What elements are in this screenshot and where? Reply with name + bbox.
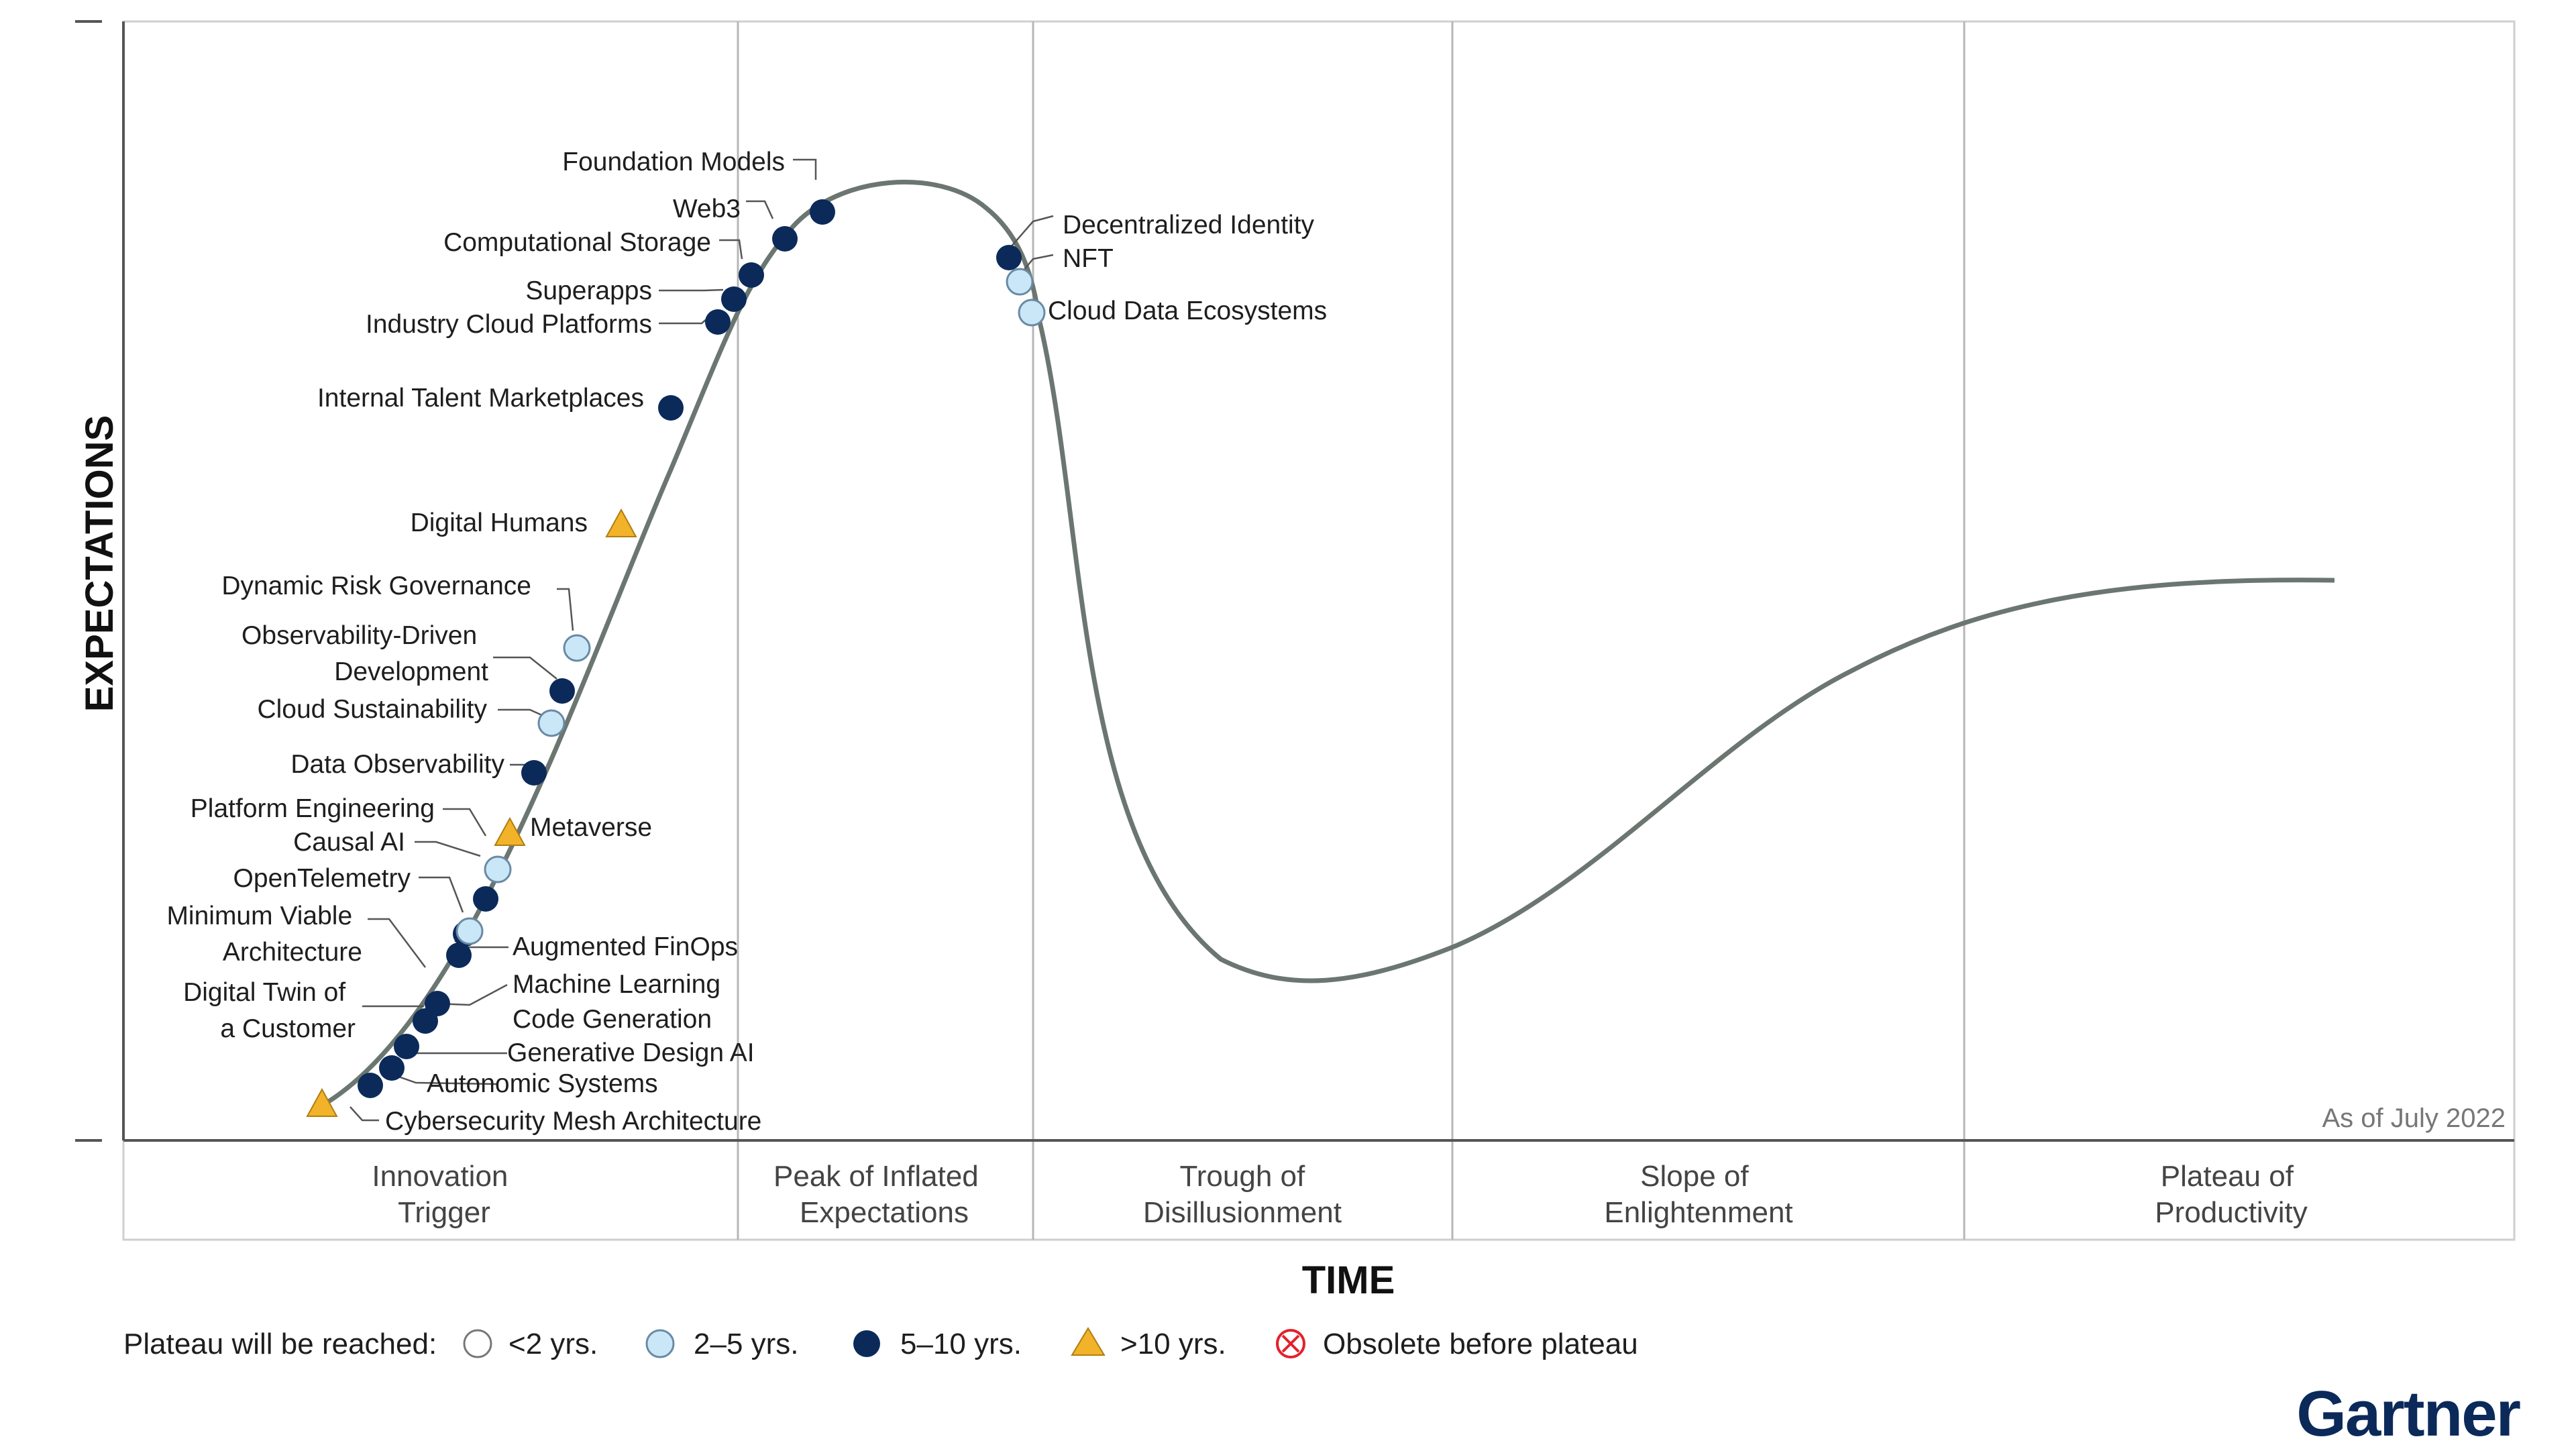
legend-label-5to10: 5–10 yrs. <box>900 1328 1022 1360</box>
label-web3: Web3 <box>673 195 741 223</box>
label-data-observability: Data Observability <box>290 750 504 779</box>
label-cloud-sustainability: Cloud Sustainability <box>257 695 487 724</box>
marker-web3 <box>772 226 798 252</box>
marker-internal-talent-marketplaces <box>658 395 684 421</box>
y-axis-title: EXPECTATIONS <box>78 415 121 712</box>
label-autonomic-systems: Autonomic Systems <box>427 1069 658 1098</box>
label-code-generation: Code Generation <box>513 1005 712 1034</box>
label-digital-twin-of-a-customer: Digital Twin of a Customer <box>183 978 356 1043</box>
as-of-date: As of July 2022 <box>2322 1104 2506 1133</box>
phase-label-trough: Trough of Disillusionment <box>1143 1160 1342 1229</box>
label-decentralized-identity: Decentralized Identity <box>1063 211 1315 239</box>
marker-causal-ai <box>473 886 498 912</box>
legend-marker-obsolete-icon <box>1276 1329 1305 1358</box>
phase-label-slope: Slope of Enlightenment <box>1604 1160 1792 1229</box>
label-nft: NFT <box>1063 244 1114 273</box>
label-digital-humans: Digital Humans <box>411 508 588 537</box>
label-observability-driven-development: Observability-Driven Development <box>241 621 488 686</box>
label-generative-design-ai: Generative Design AI <box>507 1038 755 1067</box>
marker-computational-storage <box>739 262 764 288</box>
marker-cloud-sustainability <box>537 709 566 737</box>
marker-observability-driven-development <box>549 678 575 704</box>
label-dynamic-risk-governance: Dynamic Risk Governance <box>221 572 531 600</box>
marker-dynamic-risk-governance <box>563 634 591 662</box>
legend-label-obsolete: Obsolete before plateau <box>1323 1328 1638 1360</box>
marker-industry-cloud-platforms <box>705 309 731 335</box>
label-causal-ai: Causal AI <box>293 828 405 857</box>
legend-marker-circle-light <box>645 1329 675 1358</box>
label-platform-engineering: Platform Engineering <box>191 794 435 823</box>
marker-generative-design-ai <box>379 1055 405 1081</box>
marker-cybersecurity-mesh-architecture <box>306 1087 338 1117</box>
label-cloud-data-ecosystems: Cloud Data Ecosystems <box>1048 297 1327 325</box>
marker-metaverse <box>494 816 526 846</box>
gartner-logo: Gartner <box>2296 1378 2520 1449</box>
label-superapps: Superapps <box>525 276 652 305</box>
marker-superapps <box>721 286 747 312</box>
label-computational-storage: Computational Storage <box>443 228 711 257</box>
legend-label-2to5: 2–5 yrs. <box>694 1328 799 1360</box>
marker-decentralized-identity <box>996 245 1022 270</box>
label-opentelemetry: OpenTelemetry <box>233 864 411 893</box>
phase-label-plateau: Plateau of Productivity <box>2155 1160 2307 1229</box>
label-internal-talent-marketplaces: Internal Talent Marketplaces <box>317 384 644 413</box>
label-industry-cloud-platforms: Industry Cloud Platforms <box>366 310 652 339</box>
marker-foundation-models <box>810 199 835 225</box>
label-machine-learning: Machine Learning <box>513 970 720 999</box>
label-metaverse: Metaverse <box>530 813 652 842</box>
technology-labels: Foundation Models Web3 Computational Sto… <box>166 148 1327 1136</box>
marker-autonomic-systems <box>358 1073 383 1098</box>
legend-title: Plateau will be reached: <box>123 1328 437 1360</box>
label-cybersecurity-mesh-architecture: Cybersecurity Mesh Architecture <box>385 1107 761 1136</box>
phase-labels: Innovation Trigger Peak of Inflated Expe… <box>372 1160 2307 1229</box>
x-axis-title: TIME <box>1302 1258 1395 1302</box>
marker-cloud-data-ecosystems <box>1018 299 1046 327</box>
legend-label-lt2: <2 yrs. <box>508 1328 598 1360</box>
phase-label-innovation-trigger: Innovation Trigger <box>372 1160 516 1229</box>
marker-nft <box>1006 268 1034 296</box>
hype-curve <box>321 179 2335 1108</box>
marker-code-generation <box>394 1034 419 1059</box>
plot-frame <box>122 20 2516 1241</box>
legend-marker-circle-dark <box>853 1330 880 1357</box>
marker-data-observability <box>521 760 547 786</box>
legend-marker-triangle <box>1071 1327 1106 1356</box>
marker-opentelemetry <box>455 917 484 945</box>
marker-platform-engineering <box>484 855 512 883</box>
technology-markers <box>306 199 1046 1117</box>
label-minimum-viable-architecture: Minimum Viable Architecture <box>166 902 362 967</box>
marker-digital-humans <box>605 508 637 537</box>
marker-machine-learning <box>425 991 450 1016</box>
legend-marker-circle-white <box>463 1329 492 1358</box>
phase-label-peak: Peak of Inflated Expectations <box>773 1160 987 1229</box>
legend-label-gt10: >10 yrs. <box>1120 1328 1226 1360</box>
legend: Plateau will be reached: <2 yrs. 2–5 yrs… <box>123 1327 1638 1360</box>
label-augmented-finops: Augmented FinOps <box>513 932 738 961</box>
marker-augmented-finops <box>446 943 472 968</box>
label-foundation-models: Foundation Models <box>562 148 785 176</box>
